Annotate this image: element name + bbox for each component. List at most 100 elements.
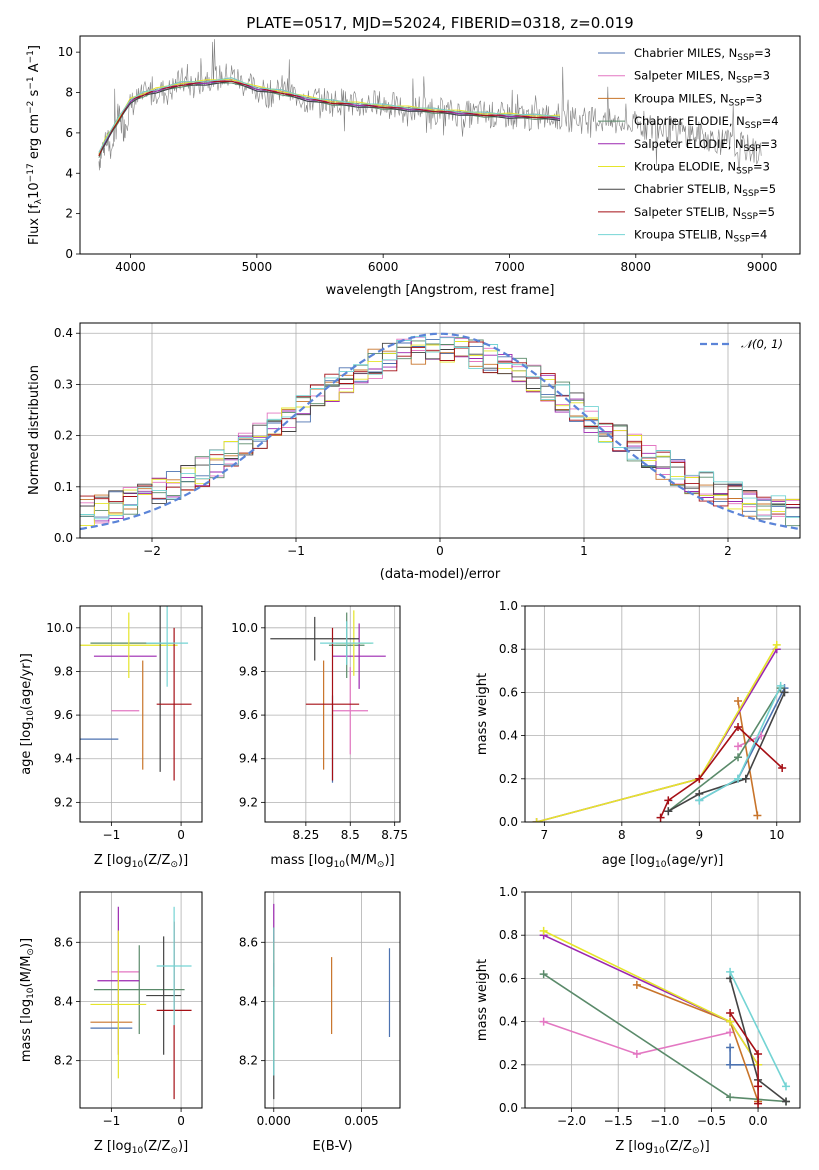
x-axis-label: Z [log10(Z/Z⊙)] [94,1139,188,1156]
label-part: =3 [754,46,771,60]
weight-marker [695,796,704,805]
x-axis-label: (data-model)/error [380,567,501,582]
y-axis-label: Flux [fλ10−17 erg cm−2 s−1 A−1] [26,45,44,245]
model-fit-7 [98,80,561,156]
x-tick-label: 8000 [621,260,652,274]
label-part: Salpeter ELODIE, N [634,137,744,151]
label-part: λ [34,198,44,204]
x-tick-label: 9 [695,828,703,842]
x-tick-label: 5000 [242,260,273,274]
label-part: =3 [753,69,770,83]
x-tick-label: −1 [287,544,305,558]
label-part: mass [log [270,853,333,868]
x-tick-label: −1 [103,1114,121,1128]
x-tick-label: 8.25 [292,828,319,842]
legend-entry: Chabrier ELODIE, NSSP=4 [634,114,779,131]
x-tick-label: 0.000 [257,1114,291,1128]
y-tick-label: 0.2 [499,772,518,786]
x-tick-label: 6000 [368,260,399,274]
label-part: =3 [745,91,762,105]
label-part: )] [700,1139,710,1154]
weight-marker [782,1097,791,1106]
label-part: )] [178,853,188,868]
label-part: (M/M [19,956,34,988]
plot-area [80,332,800,531]
x-axis-label: wavelength [Angstrom, rest frame] [326,283,555,298]
y-tick-label: 1.0 [499,885,518,899]
label-part: Salpeter MILES, N [634,69,736,83]
label-part: age [log [602,853,655,868]
panel-mass-vs-ebv: 0.000 0.005 8.2 8.4 8.6 E(B-V) [239,891,401,1154]
y-tick-label: 8.2 [239,1054,258,1068]
legend-entry: Chabrier MILES, NSSP=3 [634,46,771,63]
y-tick-label: 9.2 [239,795,258,809]
x-axis-label: E(B-V) [312,1139,352,1154]
weight-marker [741,774,750,783]
y-tick-label: 0 [65,247,73,261]
label-part: SSP [737,53,754,63]
weight-marker [782,1082,791,1091]
plot-area [532,640,789,822]
label-part: )] [178,1139,188,1154]
x-tick-label: 0 [177,828,185,842]
y-tick-label: 0.0 [499,1101,518,1115]
weight-series-9 [729,971,787,1087]
label-part: (M/M [345,853,377,868]
label-part: A [27,63,42,76]
weight-marker [754,1082,763,1091]
y-tick-label: 0.8 [499,642,518,656]
x-axis-label: mass [log10(M/M⊙)] [270,853,394,870]
y-tick-label: 0.0 [54,531,73,545]
label-part: )] [384,853,394,868]
label-part: mass [log [19,999,34,1062]
y-tick-label: 10 [58,45,73,59]
plot-area [539,926,791,1108]
label-part: (Z/Z [143,853,170,868]
x-tick-label: 10 [769,828,784,842]
weight-marker [664,796,673,805]
label-part: SSP [734,235,751,245]
x-tick-label: 7 [541,828,549,842]
x-tick-label: −1 [103,828,121,842]
weight-marker [539,1017,548,1026]
residual-hist-9 [80,336,800,520]
y-tick-label: 9.4 [54,752,73,766]
label-part: SSP [742,189,759,199]
label-part: 10 [132,860,144,870]
label-part: −1 [26,76,36,89]
y-tick-label: 9.8 [239,664,258,678]
y-tick-label: 9.6 [239,708,258,722]
label-part: ⊙ [170,860,178,870]
weight-marker [778,764,787,772]
label-part: =5 [759,182,776,196]
weight-marker [726,1043,735,1052]
legend-entry: 𝒩(0, 1) [741,337,783,351]
plot-area [90,906,192,1100]
legend-entry: Kroupa ELODIE, NSSP=3 [634,160,770,177]
weight-marker [754,1050,763,1058]
x-tick-label: 8.5 [341,828,360,842]
label-part: 10 [26,987,36,999]
weight-marker [539,926,548,935]
label-part: Z [log [94,853,132,868]
label-part: SSP [729,98,746,108]
weight-marker [656,813,665,822]
y-axis-label: mass weight [475,959,490,1041]
weight-marker [726,1008,735,1017]
y-tick-label: 10.0 [231,621,258,635]
y-tick-label: 8.2 [54,1054,73,1068]
label-part: Kroupa STELIB, N [634,228,734,242]
y-tick-label: 0.6 [499,685,518,699]
label-part: SSP [744,144,761,154]
x-tick-label: −2.0 [557,1114,586,1128]
y-axis-label: age [log10(age/yr)] [19,653,36,775]
label-part: Z [log [615,1139,653,1154]
label-part: SSP [745,121,762,131]
label-part: 10 [655,860,667,870]
x-tick-label: −0.5 [697,1114,726,1128]
label-part: (age/yr)] [19,653,34,710]
y-tick-label: 0.4 [499,729,518,743]
weight-marker [539,970,548,979]
x-tick-label: 0 [436,544,444,558]
